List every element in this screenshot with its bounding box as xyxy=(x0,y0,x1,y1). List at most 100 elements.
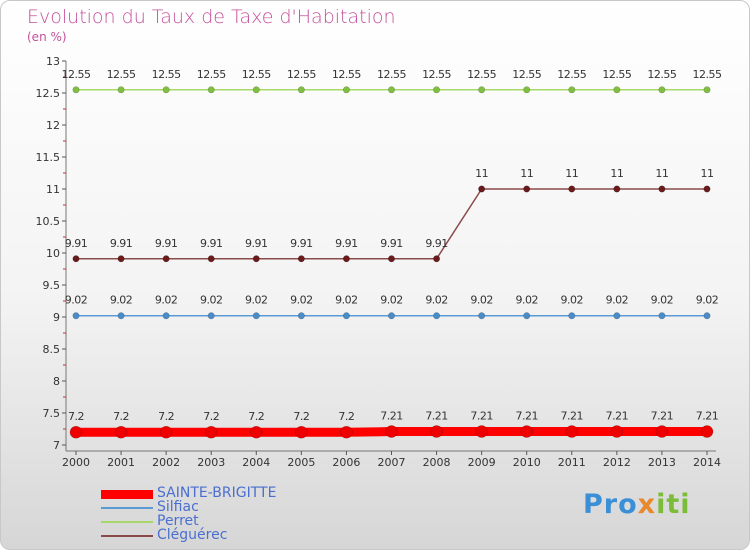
data-point xyxy=(297,312,305,320)
data-label: 9.02 xyxy=(515,294,538,307)
x-tick-label: 2003 xyxy=(197,456,225,469)
data-point xyxy=(249,425,263,439)
data-label: 12.55 xyxy=(512,68,541,81)
logo-part-1: Pro xyxy=(583,489,638,520)
data-label: 9.91 xyxy=(245,237,268,250)
data-label: 12.55 xyxy=(377,68,406,81)
data-label: 7.21 xyxy=(515,410,538,423)
data-point xyxy=(703,185,711,193)
data-point xyxy=(340,425,353,439)
data-point xyxy=(252,312,260,320)
data-label: 9.91 xyxy=(425,237,448,250)
data-point xyxy=(387,255,395,263)
data-label: 9.91 xyxy=(110,237,133,250)
data-label: 9.02 xyxy=(651,294,674,307)
data-point xyxy=(385,425,398,438)
data-point xyxy=(478,86,486,94)
data-label: 12.55 xyxy=(557,68,586,81)
chart-title: Evolution du Taux de Taxe d'Habitation xyxy=(27,6,396,28)
data-point xyxy=(252,255,260,263)
data-point xyxy=(207,86,215,94)
data-point xyxy=(297,255,305,263)
data-label: 12.55 xyxy=(107,68,136,81)
data-point xyxy=(433,86,441,94)
data-point xyxy=(568,312,576,320)
data-label: 7.21 xyxy=(425,410,448,423)
x-tick-label: 2006 xyxy=(332,456,360,469)
data-label: 7.21 xyxy=(606,410,629,423)
data-label: 9.91 xyxy=(335,237,358,250)
y-tick-label: 10.5 xyxy=(36,215,61,228)
data-label: 9.91 xyxy=(380,237,403,250)
data-label: 7.21 xyxy=(380,410,403,423)
series-0: 7.2 7.2 7.2 7.2 7.2 7.2 7.2 7.21 7.21 7.21 7.21 7.2… xyxy=(68,410,719,439)
data-point xyxy=(387,86,395,94)
x-tick-label: 2004 xyxy=(242,456,270,469)
data-label: 11 xyxy=(475,167,488,180)
series-layer: 9.02 9.02 9.02 9.02 9.02 9.02 9.02 9.02 9.02 9.02… xyxy=(62,68,722,439)
data-label: 12.55 xyxy=(602,68,631,81)
legend-item: Cléguérec xyxy=(101,527,361,543)
data-point xyxy=(204,425,218,439)
data-label: 12.55 xyxy=(197,68,226,81)
data-point xyxy=(658,312,666,320)
data-point xyxy=(613,185,621,193)
data-label: 12.55 xyxy=(152,68,181,81)
data-label: 12.55 xyxy=(332,68,361,81)
legend: SAINTE-BRIGITTE Silfiac Perret Cléguérec xyxy=(101,485,361,543)
series-3: 9.91 9.91 9.91 9.91 9.91 9.91 9.91 9.91 9.91 11 11… xyxy=(65,167,714,263)
data-point xyxy=(117,86,125,94)
data-label: 11 xyxy=(520,167,533,180)
data-point xyxy=(342,255,350,263)
logo-part-2: x xyxy=(637,489,657,520)
data-label: 9.02 xyxy=(606,294,629,307)
data-point xyxy=(478,312,486,320)
data-label: 9.91 xyxy=(155,237,178,250)
data-point xyxy=(523,312,531,320)
legend-swatch xyxy=(101,507,153,509)
data-label: 9.02 xyxy=(65,294,88,307)
legend-label: Perret xyxy=(157,513,199,529)
data-point xyxy=(162,312,170,320)
data-label: 9.02 xyxy=(110,294,133,307)
data-label: 7.2 xyxy=(248,410,264,423)
data-point xyxy=(520,425,534,438)
x-tick-label: 2002 xyxy=(152,456,180,469)
data-point xyxy=(430,425,443,438)
y-tick-label: 9 xyxy=(53,311,60,324)
legend-item: Silfiac xyxy=(101,499,361,515)
data-label: 12.55 xyxy=(242,68,271,81)
data-label: 7.21 xyxy=(561,410,584,423)
data-label: 11 xyxy=(565,167,578,180)
data-point xyxy=(703,86,711,94)
data-point xyxy=(610,425,624,438)
data-label: 9.02 xyxy=(380,294,403,307)
data-point xyxy=(162,255,170,263)
data-label: 12.55 xyxy=(422,68,451,81)
data-label: 9.02 xyxy=(245,294,268,307)
legend-item: Perret xyxy=(101,513,361,529)
x-tick-label: 2008 xyxy=(423,456,451,469)
y-tick-label: 7.5 xyxy=(43,407,61,420)
data-label: 9.02 xyxy=(470,294,493,307)
data-label: 9.02 xyxy=(155,294,178,307)
legend-swatch xyxy=(101,521,153,523)
data-point xyxy=(72,255,80,263)
x-tick-label: 2011 xyxy=(558,456,586,469)
data-label: 9.02 xyxy=(335,294,358,307)
data-point xyxy=(69,425,83,439)
y-tick-label: 7 xyxy=(53,439,60,452)
legend-swatch xyxy=(101,535,153,537)
data-label: 9.02 xyxy=(561,294,584,307)
data-point xyxy=(655,425,669,438)
data-point xyxy=(297,86,305,94)
data-label: 9.91 xyxy=(200,237,223,250)
data-label: 12.55 xyxy=(287,68,316,81)
legend-swatch xyxy=(101,489,153,499)
data-point xyxy=(252,86,260,94)
data-label: 12.55 xyxy=(647,68,676,81)
legend-label: SAINTE-BRIGITTE xyxy=(157,485,277,501)
x-tick-label: 2001 xyxy=(107,456,135,469)
data-point xyxy=(117,312,125,320)
